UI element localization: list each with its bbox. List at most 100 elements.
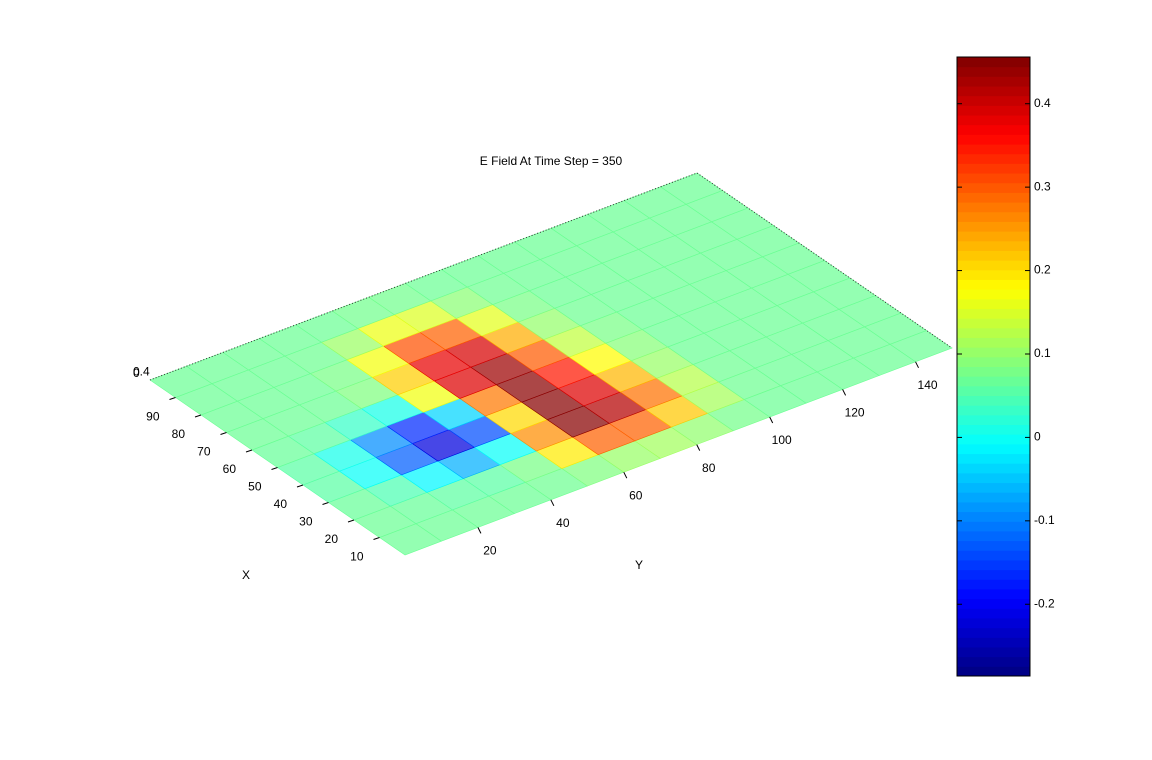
chart-title: E Field At Time Step = 350	[480, 154, 623, 168]
x-tick	[194, 414, 202, 418]
colorbar-stripe	[957, 579, 1030, 590]
colorbar-stripe	[957, 559, 1030, 571]
colorbar-stripe	[957, 144, 1030, 155]
colorbar-stripe	[957, 231, 1030, 242]
colorbar-stripe	[957, 327, 1030, 338]
colorbar-stripe	[957, 656, 1030, 667]
colorbar-stripe	[957, 463, 1030, 474]
x-tick	[296, 484, 304, 488]
colorbar-stripe	[957, 124, 1030, 135]
colorbar-stripe	[957, 308, 1030, 319]
colorbar-stripe	[957, 608, 1030, 619]
z-tick-label: 0	[133, 366, 140, 380]
colorbar-stripe	[957, 356, 1030, 367]
x-tick-label: 30	[299, 515, 313, 529]
colorbar-stripe	[957, 105, 1030, 116]
x-tick	[322, 502, 329, 505]
y-tick-label: 60	[629, 488, 643, 502]
colorbar-tick-label: 0.1	[1034, 346, 1051, 360]
colorbar-stripe	[957, 260, 1030, 271]
colorbar-stripe	[957, 57, 1030, 68]
colorbar-stripe	[957, 453, 1030, 464]
colorbar-stripe	[957, 76, 1030, 87]
x-tick	[220, 432, 227, 435]
colorbar-stripe	[957, 395, 1030, 406]
colorbar-stripe	[957, 637, 1030, 648]
colorbar-stripe	[957, 95, 1030, 106]
colorbar-stripe	[957, 240, 1030, 251]
colorbar-stripe	[957, 269, 1030, 280]
colorbar-stripe	[957, 424, 1030, 435]
colorbar-tick-label: 0.4	[1034, 96, 1051, 110]
x-tick	[373, 537, 380, 540]
colorbar-stripe	[957, 221, 1030, 232]
colorbar-stripe	[957, 347, 1030, 358]
colorbar-stripe	[957, 443, 1030, 455]
x-tick	[245, 449, 253, 453]
colorbar-stripe	[957, 115, 1030, 126]
y-tick	[915, 361, 919, 369]
colorbar-stripe	[957, 530, 1030, 542]
y-tick	[842, 389, 847, 396]
colorbar-frame	[956, 56, 1031, 677]
colorbar-tick-label: 0	[1034, 430, 1041, 444]
x-tick-label: 40	[274, 497, 288, 511]
colorbar-stripe	[957, 540, 1030, 551]
x-tick-label: 10	[350, 550, 364, 564]
colorbar-stripe	[957, 298, 1030, 309]
colorbar-tick-label: -0.2	[1034, 596, 1055, 610]
colorbar-stripe	[957, 202, 1030, 213]
colorbar-stripe	[957, 153, 1030, 164]
colorbar-tick-label: -0.1	[1034, 513, 1055, 527]
colorbar-stripe	[957, 163, 1030, 174]
x-axis-label: X	[242, 568, 250, 582]
colorbar-stripe	[957, 182, 1030, 193]
colorbar-stripe	[957, 376, 1030, 387]
colorbar-stripe	[957, 366, 1030, 377]
colorbar-stripe	[957, 492, 1030, 503]
x-tick-label: 60	[223, 462, 237, 476]
y-tick	[769, 416, 774, 424]
colorbar-stripe	[957, 646, 1030, 658]
colorbar-stripe	[957, 337, 1030, 348]
x-tick	[169, 397, 176, 400]
colorbar-stripe	[957, 550, 1030, 561]
x-tick-label: 80	[172, 427, 186, 441]
colorbar-stripe	[957, 666, 1030, 677]
colorbar-stripe	[957, 472, 1030, 484]
colorbar-tick-label: 0.2	[1034, 263, 1051, 277]
x-tick	[271, 467, 278, 470]
y-tick-label: 20	[483, 544, 497, 558]
y-tick-label: 40	[556, 516, 570, 530]
x-tick-label: 20	[325, 532, 339, 546]
colorbar-stripe	[957, 385, 1030, 397]
y-tick-label: 140	[918, 378, 938, 392]
colorbar-stripe	[957, 173, 1030, 184]
x-tick-label: 70	[197, 445, 211, 459]
colorbar-tick-label: 0.3	[1034, 179, 1051, 193]
y-axis-label: Y	[635, 558, 643, 572]
z-tick-label: 0.4	[133, 365, 150, 379]
colorbar-stripe	[957, 289, 1030, 300]
colorbar-stripe	[957, 250, 1030, 261]
colorbar-stripe	[957, 192, 1030, 203]
colorbar-stripe	[957, 598, 1030, 609]
colorbar-stripe	[957, 66, 1030, 77]
x-tick	[347, 519, 355, 523]
colorbar-stripe	[957, 134, 1030, 145]
x-tick-label: 90	[146, 410, 160, 424]
colorbar-stripe	[957, 318, 1030, 329]
colorbar-stripe	[957, 414, 1030, 426]
colorbar-stripe	[957, 86, 1030, 97]
colorbar-stripe	[957, 405, 1030, 416]
colorbar-stripe	[957, 588, 1030, 600]
colorbar-stripe	[957, 279, 1030, 290]
colorbar-stripe	[957, 617, 1030, 629]
y-tick-label: 120	[845, 406, 865, 420]
y-tick	[623, 471, 628, 479]
y-tick	[696, 444, 701, 451]
colorbar-stripe	[957, 211, 1030, 222]
y-tick-label: 100	[772, 433, 792, 447]
y-tick	[477, 527, 482, 534]
y-tick	[550, 499, 555, 507]
